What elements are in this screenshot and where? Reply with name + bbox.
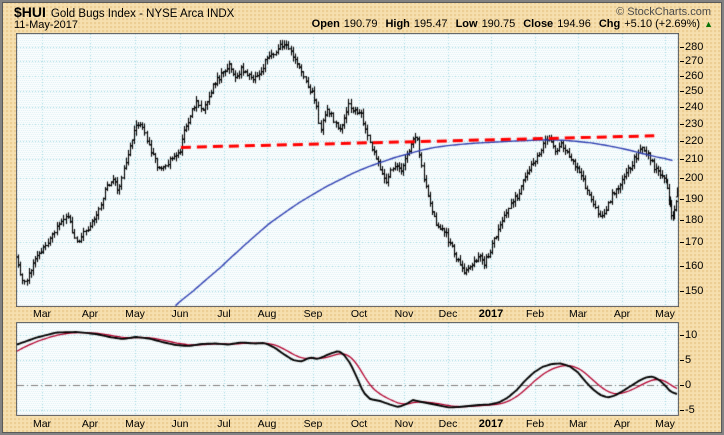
ohlc-quote-bar: Open 190.79 High 195.47 Low 190.75 Close 194.96… (312, 18, 713, 30)
high-value: 195.47 (413, 18, 448, 30)
open-label: Open (311, 18, 340, 30)
month-label: Mar (568, 418, 588, 430)
instrument-name: Gold Bugs Index - NYSE Arca INDX (50, 8, 235, 20)
axis-tick (680, 47, 684, 48)
axis-tick (680, 76, 684, 77)
month-label: Feb (525, 308, 545, 320)
axis-tick (680, 410, 684, 411)
axis-tick (680, 335, 684, 336)
month-label: Apr (613, 418, 631, 430)
month-label: Mar (568, 308, 588, 320)
close-label: Close (523, 18, 554, 30)
price-axis-label: 190 (685, 193, 704, 205)
price-axis-label: 260 (685, 70, 704, 82)
axis-tick (680, 159, 684, 160)
copyright-text: © StockCharts.com (616, 6, 711, 18)
axis-tick (680, 141, 684, 142)
chart-date: 11-May-2017 (14, 19, 78, 31)
price-axis-label: 180 (685, 214, 704, 226)
axis-tick (680, 220, 684, 221)
month-label: Apr (613, 308, 631, 320)
axis-tick (680, 178, 684, 179)
close-value: 194.96 (557, 18, 591, 30)
oscillator-axis-label: 10 (685, 329, 698, 341)
chg-label: Chg (598, 18, 621, 30)
month-label: Mar (32, 418, 52, 430)
open-value: 190.79 (343, 18, 378, 30)
month-label: Jul (217, 308, 231, 320)
axis-tick (680, 199, 684, 200)
month-label: Nov (394, 308, 414, 320)
price-axis-label: 160 (685, 260, 704, 272)
month-label: Jul (217, 418, 231, 430)
axis-tick (680, 107, 684, 108)
oscillator-axis-label: 5 (685, 354, 692, 366)
price-chart-canvas (16, 33, 679, 307)
month-label: Jun (171, 308, 189, 320)
axis-tick (680, 291, 684, 292)
chart-title: $HUI Gold Bugs Index - NYSE Arca INDX (14, 4, 234, 22)
up-arrow-icon: ▲ (704, 19, 713, 29)
axis-tick (680, 242, 684, 243)
low-label: Low (455, 18, 478, 30)
axis-tick (680, 266, 684, 267)
month-label: Oct (350, 308, 368, 320)
price-axis-label: 270 (685, 55, 704, 67)
axis-tick (680, 124, 684, 125)
oscillator-chart-canvas (16, 322, 679, 416)
axis-tick (680, 91, 684, 92)
month-label: Aug (257, 308, 277, 320)
price-axis-label: 220 (685, 135, 704, 147)
price-axis-label: 230 (685, 118, 704, 130)
month-label: 2017 (478, 308, 504, 320)
month-label: Nov (394, 418, 414, 430)
oscillator-axis-label: -5 (685, 404, 695, 416)
price-axis-label: 210 (685, 153, 704, 165)
oscillator-axis-label: 0 (685, 379, 692, 391)
month-label: Apr (81, 418, 99, 430)
chg-value: +5.10 (+2.69%) (624, 18, 701, 30)
month-label: Mar (32, 308, 52, 320)
price-axis-label: 240 (685, 101, 704, 113)
axis-tick (680, 61, 684, 62)
month-label: Apr (81, 308, 99, 320)
month-label: May (125, 418, 145, 430)
low-value: 190.75 (481, 18, 516, 30)
month-label: Dec (438, 308, 458, 320)
month-label: Aug (257, 418, 277, 430)
month-label: Sep (303, 308, 323, 320)
price-axis-label: 150 (685, 285, 704, 297)
axis-tick (680, 360, 684, 361)
month-label: May (125, 308, 145, 320)
month-label: May (655, 308, 675, 320)
price-axis-label: 200 (685, 172, 704, 184)
month-label: Dec (438, 418, 458, 430)
month-label: 2017 (478, 418, 504, 430)
high-label: High (385, 18, 410, 30)
price-axis-label: 250 (685, 85, 704, 97)
month-label: Oct (350, 418, 368, 430)
month-label: Jun (171, 418, 189, 430)
price-axis-label: 280 (685, 41, 704, 53)
axis-tick (680, 385, 684, 386)
month-label: May (655, 418, 675, 430)
month-label: Sep (303, 418, 323, 430)
month-label: Feb (525, 418, 545, 430)
ticker-symbol: $HUI (14, 4, 46, 20)
price-axis-label: 170 (685, 236, 704, 248)
